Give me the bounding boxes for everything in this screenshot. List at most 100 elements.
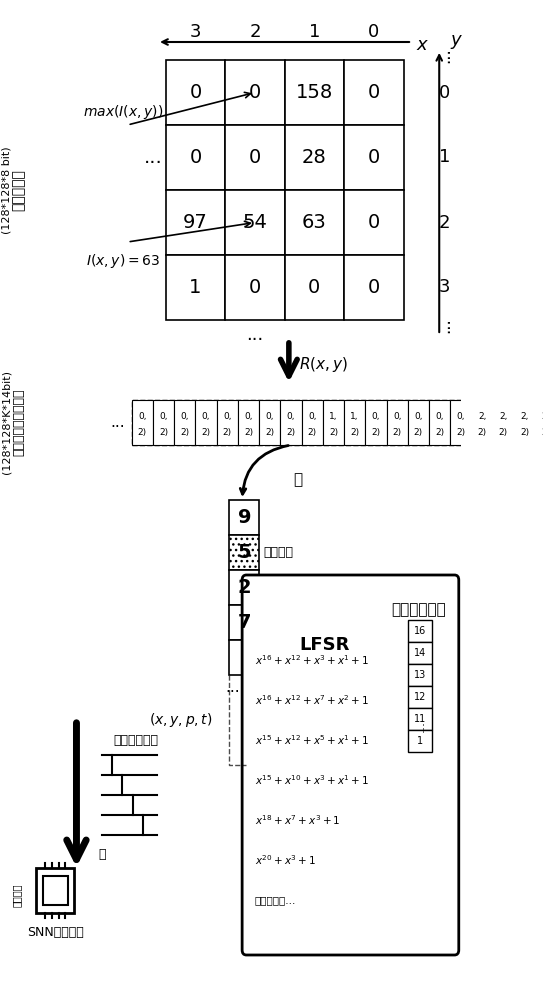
Bar [387,400,408,445]
Bar [285,125,344,190]
Text: 0: 0 [190,83,201,102]
Bar [323,400,344,445]
Text: 2: 2 [249,23,261,41]
Text: 0: 0 [368,278,380,297]
Text: 2): 2) [223,428,232,437]
Text: 2): 2) [265,428,274,437]
Text: 97: 97 [183,213,208,232]
Text: 2): 2) [350,428,359,437]
Bar [408,620,432,642]
Text: 2): 2) [499,428,508,437]
Text: 0,: 0, [457,412,465,421]
Bar [217,400,238,445]
Bar [229,500,259,535]
Text: 0,: 0, [202,412,210,421]
Text: 3: 3 [190,23,201,41]
Text: (128*128*8 bit): (128*128*8 bit) [2,146,12,234]
Text: 2): 2) [244,428,253,437]
Text: 2,: 2, [542,412,543,421]
Bar [132,400,543,445]
Text: 14: 14 [414,648,426,658]
Bar [344,190,403,255]
Text: 0,: 0, [308,412,317,421]
Text: 13: 13 [414,670,426,680]
Text: 器节脏器: 器节脏器 [12,883,22,907]
Bar [285,190,344,255]
Bar [408,686,432,708]
Text: 63: 63 [302,213,327,232]
Text: 目: 目 [98,848,106,861]
Text: 0: 0 [368,23,380,41]
Bar [471,400,493,445]
Text: 28: 28 [302,148,327,167]
Text: 0,: 0, [223,412,231,421]
Text: 1: 1 [416,736,423,746]
Text: LFSR: LFSR [300,636,350,654]
Text: 2: 2 [237,578,251,597]
Text: 目标地址序列存储器: 目标地址序列存储器 [12,389,25,456]
Bar [225,190,285,255]
Text: 0: 0 [249,278,261,297]
Text: 2): 2) [180,428,190,437]
Text: 0: 0 [368,213,380,232]
Text: 0: 0 [249,148,261,167]
Text: 0: 0 [368,148,380,167]
Bar [344,125,403,190]
Text: 0: 0 [190,148,201,167]
Text: ...: ... [110,415,125,430]
Bar [450,400,471,445]
Bar [365,400,387,445]
Text: (128*128*K*14bit): (128*128*K*14bit) [2,370,12,475]
Text: 1,: 1, [329,412,338,421]
Text: $x^{18} + x^7 + x^3 + 1$: $x^{18} + x^7 + x^3 + 1$ [255,813,340,827]
Text: 随机数发生器: 随机数发生器 [392,602,446,617]
Text: 1: 1 [308,23,320,41]
Bar [153,400,174,445]
Text: 2: 2 [439,214,450,232]
Text: 16: 16 [414,626,426,636]
Text: 2): 2) [138,428,147,437]
Bar [238,400,259,445]
Bar [166,190,225,255]
Text: 2): 2) [520,428,529,437]
Text: 0,: 0, [159,412,168,421]
Bar [344,255,403,320]
Bar [166,125,225,190]
Text: 随机序列: 随机序列 [263,546,293,559]
Bar [229,535,259,570]
Bar [195,400,217,445]
Text: 2): 2) [456,428,465,437]
Text: 目标地址序列: 目标地址序列 [113,734,159,746]
Text: 0,: 0, [138,412,147,421]
Bar [225,255,285,320]
Bar [344,60,403,125]
Bar [43,876,67,904]
Text: 0,: 0, [435,412,444,421]
Bar [36,867,74,912]
Text: 0,: 0, [372,412,380,421]
Text: ...: ... [225,680,240,696]
Bar [225,60,285,125]
Text: 本表参考自...: 本表参考自... [255,895,296,905]
Text: 2): 2) [478,428,487,437]
Text: 54: 54 [242,213,267,232]
Text: ...: ... [435,47,453,63]
Text: 2): 2) [159,428,168,437]
Bar [225,125,285,190]
Bar [166,60,225,125]
Text: 5: 5 [237,543,251,562]
Text: 0: 0 [368,83,380,102]
Text: $I(x,y)=63$: $I(x,y)=63$ [86,252,160,270]
Text: 0,: 0, [266,412,274,421]
Text: $x^{15} + x^{12} + x^5 + x^1 + 1$: $x^{15} + x^{12} + x^5 + x^1 + 1$ [255,733,369,747]
Bar [166,255,225,320]
Bar [280,400,301,445]
Text: 2): 2) [371,428,381,437]
Text: 11: 11 [414,714,426,724]
Text: 2): 2) [329,428,338,437]
Text: 取: 取 [293,473,302,488]
Text: 2): 2) [393,428,402,437]
Text: 2,: 2, [478,412,487,421]
Text: SNN计算核心: SNN计算核心 [27,926,84,939]
Text: ...: ... [143,148,162,167]
